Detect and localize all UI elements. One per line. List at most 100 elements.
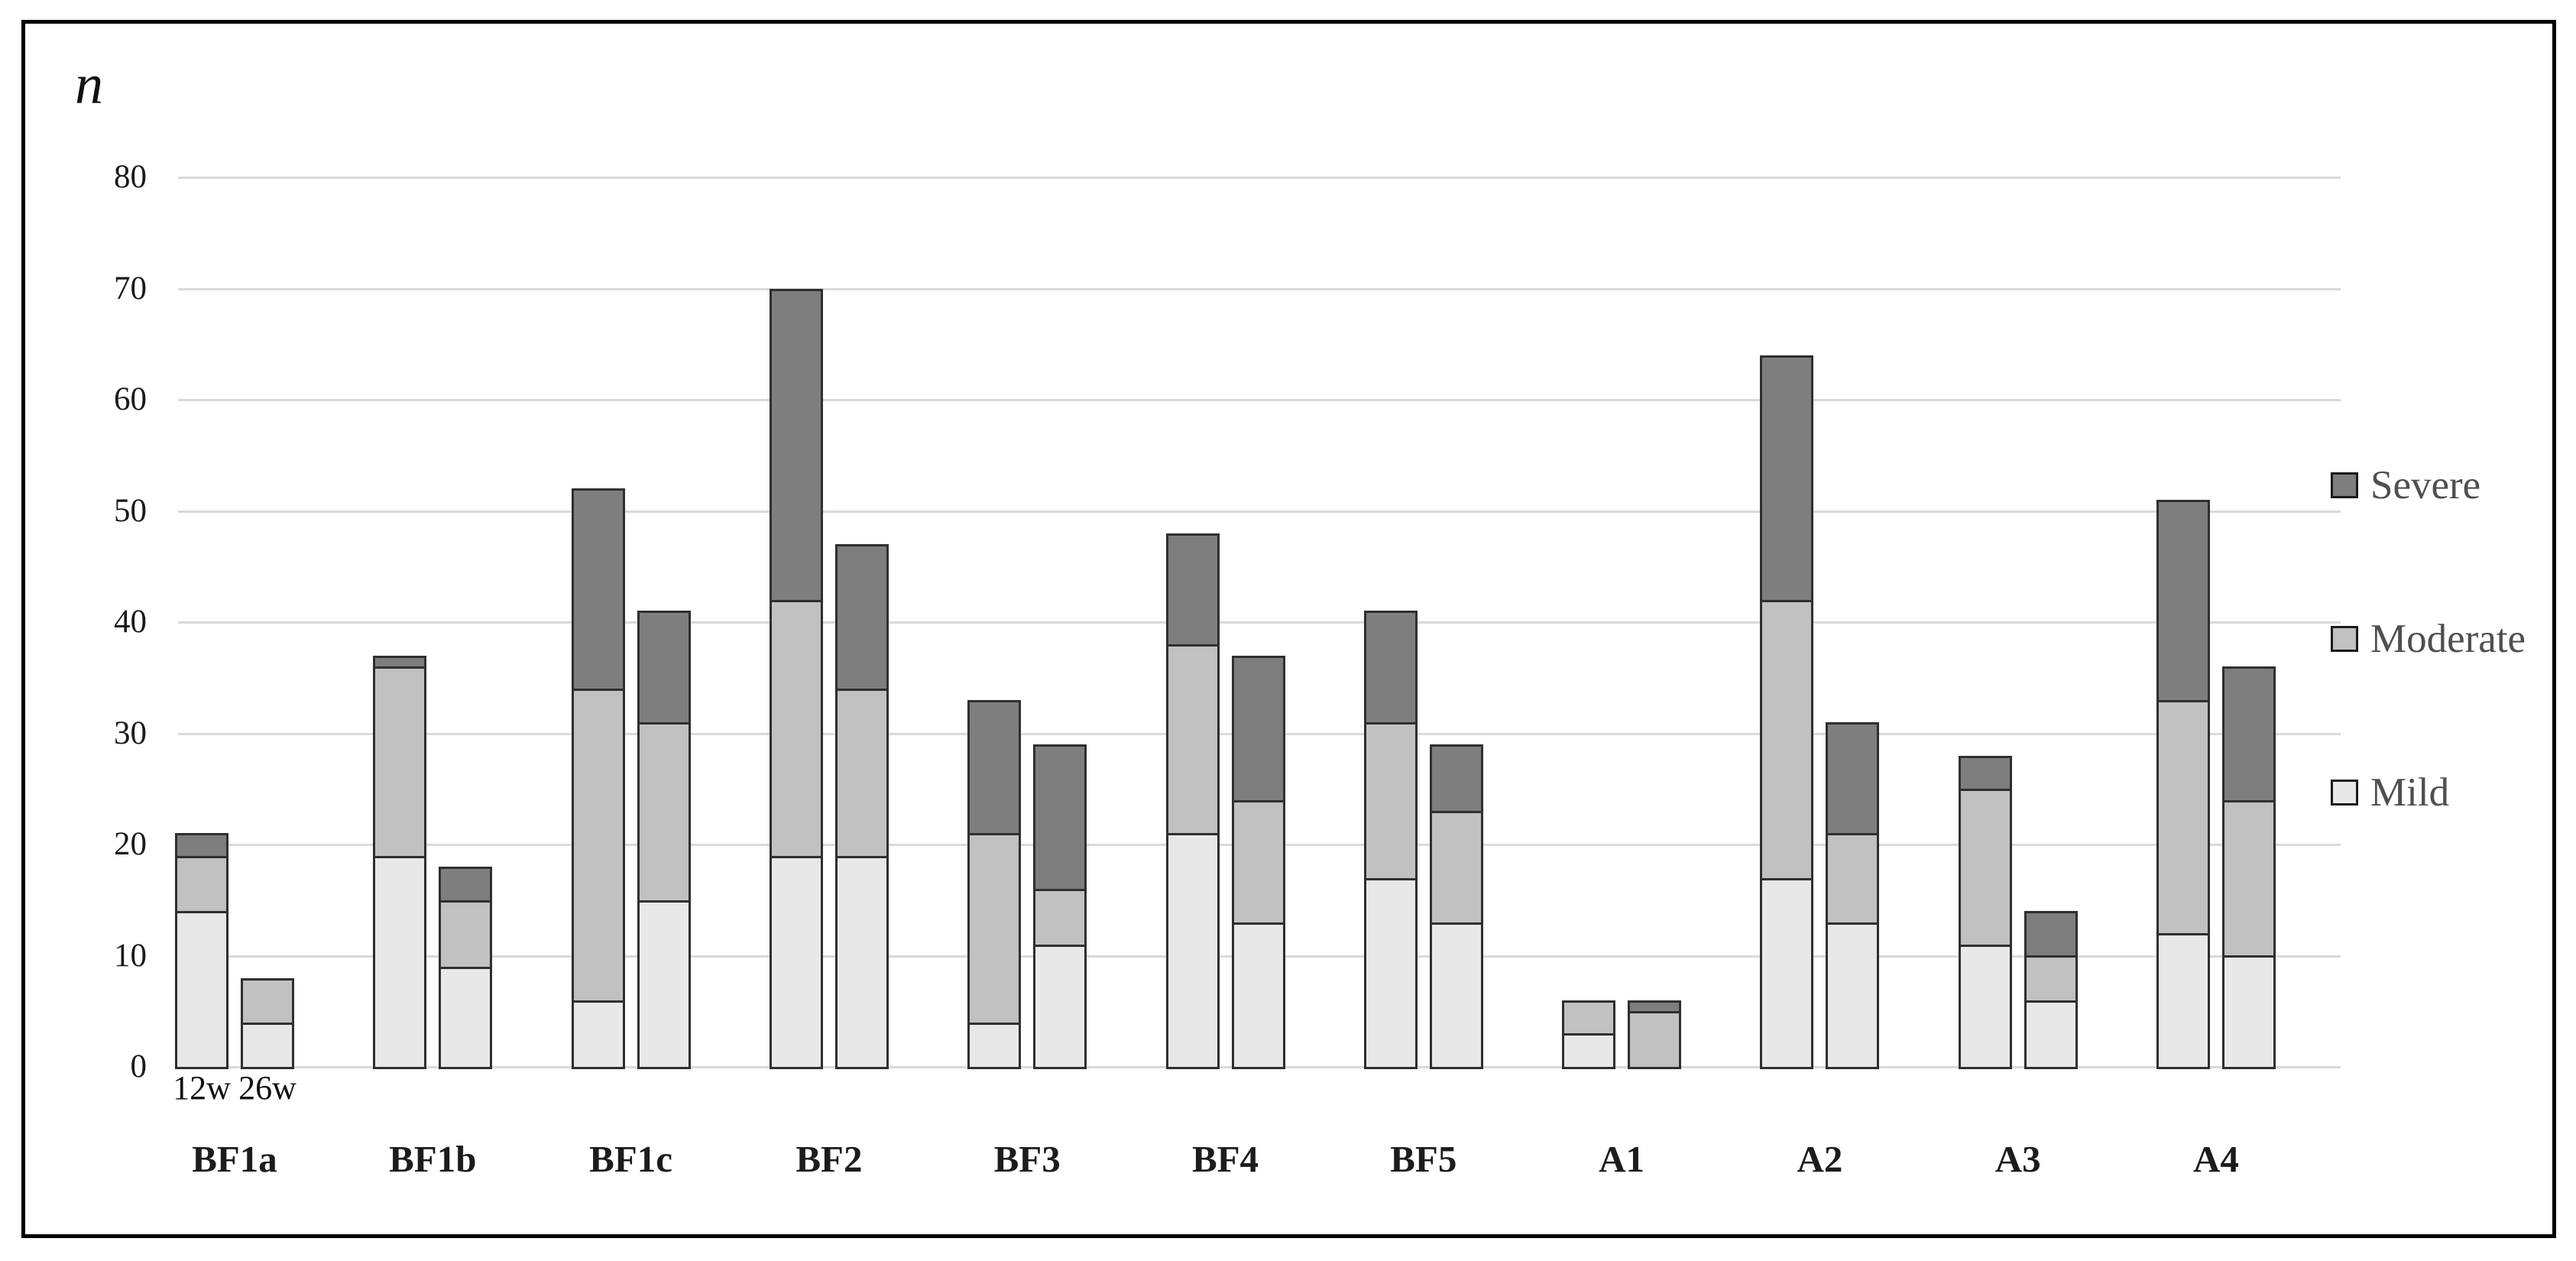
segment-mild-A4-12w: [2156, 933, 2210, 1067]
segment-mild-BF5-12w: [1363, 877, 1418, 1067]
segment-moderate-A3-12w: [1958, 789, 2012, 945]
bar-BF2-26w: [834, 544, 889, 1069]
segment-moderate-BF1a-12w: [175, 855, 228, 912]
y-tick-label-70: 70: [114, 270, 147, 306]
segment-moderate-A4-12w: [2156, 699, 2210, 934]
segment-moderate-BF3-26w: [1033, 889, 1087, 945]
gridline-y80: [178, 177, 2341, 179]
segment-mild-A4-26w: [2222, 955, 2276, 1067]
bar-sublabel-12w: 12w: [173, 1069, 231, 1107]
segment-severe-BF3-26w: [1033, 744, 1087, 890]
segment-moderate-BF1b-12w: [373, 666, 427, 856]
bar-BF5-12w: [1363, 611, 1418, 1069]
segment-moderate-BF2-26w: [834, 689, 889, 856]
y-tick-label-40: 40: [114, 604, 147, 640]
segment-moderate-BF1b-26w: [439, 900, 493, 968]
category-label-A4: A4: [2193, 1138, 2239, 1180]
bar-A2-26w: [1826, 721, 1880, 1069]
segment-mild-A1-12w: [1562, 1033, 1616, 1067]
y-axis-title: n: [75, 53, 103, 116]
legend-item-severe: Severe: [2331, 465, 2480, 505]
bar-A3-26w: [2024, 911, 2078, 1069]
segment-moderate-BF4-26w: [1231, 799, 1285, 922]
segment-severe-BF1a-12w: [175, 833, 228, 856]
legend-swatch-moderate: [2331, 626, 2358, 652]
bar-BF2-12w: [769, 288, 823, 1069]
segment-moderate-BF5-26w: [1429, 811, 1483, 922]
segment-severe-A3-26w: [2024, 911, 2078, 956]
y-tick-label-30: 30: [114, 715, 147, 751]
segment-moderate-A2-26w: [1826, 833, 1880, 922]
segment-severe-A2-12w: [1760, 355, 1814, 600]
bar-A1-26w: [1628, 1000, 1682, 1069]
segment-mild-BF1c-12w: [571, 1000, 625, 1067]
category-label-BF1c: BF1c: [589, 1138, 673, 1180]
segment-moderate-BF3-12w: [967, 833, 1022, 1023]
segment-mild-BF3-12w: [967, 1022, 1022, 1067]
segment-severe-BF1c-26w: [637, 611, 691, 722]
y-tick-label-50: 50: [114, 492, 147, 529]
bar-BF3-26w: [1033, 744, 1087, 1069]
bar-A4-26w: [2222, 666, 2276, 1069]
legend-label-moderate: Moderate: [2370, 616, 2526, 661]
legend-item-mild: Mild: [2331, 772, 2449, 812]
segment-moderate-A1-26w: [1628, 1011, 1682, 1067]
segment-moderate-A3-26w: [2024, 955, 2078, 1000]
segment-mild-BF1a-26w: [241, 1022, 294, 1067]
segment-severe-A2-26w: [1826, 721, 1880, 834]
segment-severe-BF1b-26w: [439, 867, 493, 900]
segment-mild-BF1b-26w: [439, 967, 493, 1067]
legend-label-severe: Severe: [2370, 462, 2481, 507]
segment-mild-BF5-26w: [1429, 922, 1483, 1067]
y-tick-label-10: 10: [114, 937, 147, 974]
legend-label-mild: Mild: [2370, 770, 2450, 815]
segment-mild-BF3-26w: [1033, 944, 1087, 1067]
bar-BF3-12w: [967, 699, 1022, 1069]
segment-moderate-BF2-12w: [769, 599, 823, 856]
category-label-A3: A3: [1994, 1138, 2041, 1180]
category-label-BF2: BF2: [795, 1138, 863, 1180]
bar-BF1b-26w: [439, 867, 493, 1069]
segment-mild-BF1b-12w: [373, 855, 427, 1067]
category-label-BF5: BF5: [1390, 1138, 1457, 1180]
segment-mild-A2-26w: [1826, 922, 1880, 1067]
y-tick-label-0: 0: [130, 1049, 147, 1084]
segment-severe-A1-26w: [1628, 1000, 1682, 1012]
y-tick-label-60: 60: [114, 381, 147, 417]
y-tick-label-20: 20: [114, 826, 147, 862]
segment-severe-BF3-12w: [967, 699, 1022, 834]
category-label-BF1a: BF1a: [192, 1138, 277, 1180]
gridline-y70: [178, 287, 2341, 290]
segment-moderate-BF4-12w: [1165, 644, 1220, 834]
segment-mild-BF4-26w: [1231, 922, 1285, 1067]
bar-BF4-12w: [1165, 533, 1220, 1069]
segment-severe-BF5-26w: [1429, 744, 1483, 812]
bar-BF1a-26w: [241, 977, 294, 1069]
legend-swatch-mild: [2331, 780, 2358, 806]
category-label-A2: A2: [1797, 1138, 1843, 1180]
segment-moderate-A2-12w: [1760, 599, 1814, 878]
segment-severe-BF1b-12w: [373, 655, 427, 667]
segment-severe-BF4-26w: [1231, 655, 1285, 800]
segment-severe-A3-12w: [1958, 755, 2012, 789]
category-label-A1: A1: [1599, 1138, 1645, 1180]
y-tick-label-80: 80: [114, 159, 147, 195]
segment-severe-BF2-12w: [769, 288, 823, 600]
segment-severe-BF4-12w: [1165, 533, 1220, 645]
bar-BF1b-12w: [373, 655, 427, 1069]
segment-moderate-BF1c-26w: [637, 721, 691, 900]
segment-severe-A4-12w: [2156, 499, 2210, 700]
bar-A3-12w: [1958, 755, 2012, 1069]
gridline-y40: [178, 621, 2341, 624]
segment-moderate-BF1a-26w: [241, 977, 294, 1023]
segment-severe-A4-26w: [2222, 666, 2276, 800]
segment-mild-BF2-26w: [834, 855, 889, 1067]
segment-severe-BF2-26w: [834, 544, 889, 689]
category-label-BF3: BF3: [993, 1138, 1061, 1180]
segment-mild-A2-12w: [1760, 877, 1814, 1067]
bar-A2-12w: [1760, 355, 1814, 1069]
segment-mild-BF4-12w: [1165, 833, 1220, 1067]
bar-A1-12w: [1562, 1000, 1616, 1069]
category-label-BF1b: BF1b: [389, 1138, 477, 1180]
